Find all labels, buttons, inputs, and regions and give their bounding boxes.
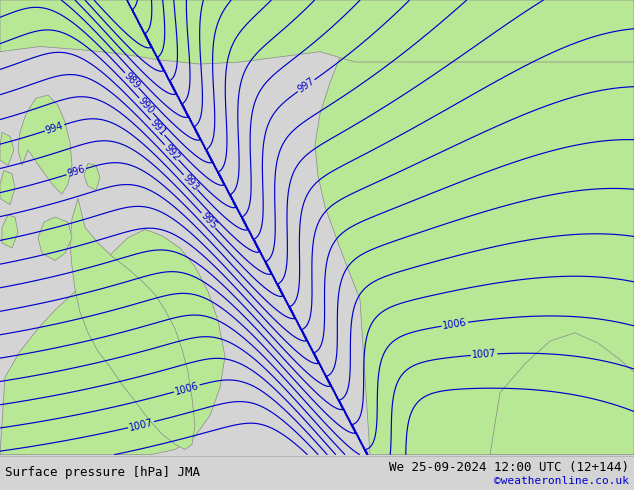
Polygon shape [315, 0, 634, 455]
Text: 1006: 1006 [442, 318, 468, 331]
Text: 1007: 1007 [128, 417, 154, 433]
Polygon shape [490, 333, 634, 455]
Polygon shape [38, 217, 72, 260]
Text: ©weatheronline.co.uk: ©weatheronline.co.uk [494, 476, 629, 486]
Text: 990: 990 [136, 96, 156, 116]
Polygon shape [70, 198, 195, 449]
Text: 1006: 1006 [174, 380, 200, 396]
Polygon shape [2, 215, 18, 248]
Text: 1007: 1007 [472, 349, 496, 360]
Text: 992: 992 [162, 142, 181, 163]
Text: We 25-09-2024 12:00 UTC (12+144): We 25-09-2024 12:00 UTC (12+144) [389, 461, 629, 474]
Polygon shape [0, 171, 15, 205]
Polygon shape [0, 229, 225, 455]
Text: 996: 996 [66, 164, 86, 179]
Text: 993: 993 [181, 172, 200, 193]
Text: 989: 989 [122, 70, 141, 91]
Text: 995: 995 [198, 210, 218, 231]
Text: Surface pressure [hPa] JMA: Surface pressure [hPa] JMA [5, 466, 200, 479]
Polygon shape [0, 0, 634, 64]
Text: 997: 997 [296, 76, 316, 95]
Polygon shape [84, 163, 100, 190]
Polygon shape [0, 132, 14, 165]
Text: 994: 994 [44, 120, 65, 135]
Text: 991: 991 [148, 118, 167, 138]
Polygon shape [18, 95, 72, 195]
